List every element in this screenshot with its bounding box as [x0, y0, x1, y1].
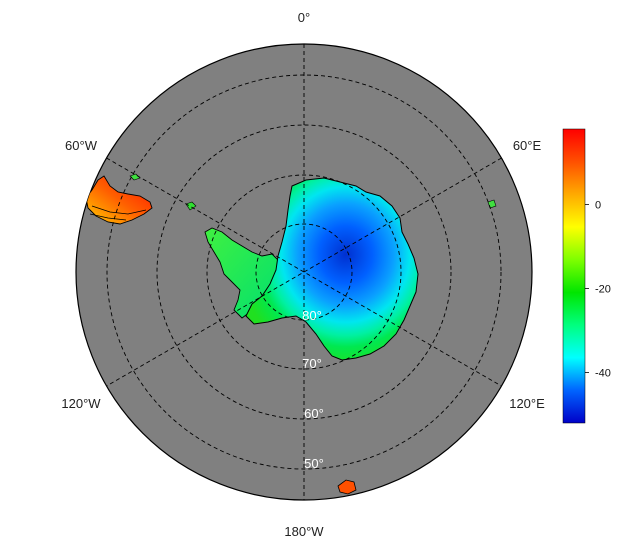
south-america-contours — [89, 205, 147, 221]
parallel-label-70: 70° — [302, 356, 322, 371]
colorbar-fill — [563, 129, 585, 423]
parallel-label-50: 50° — [304, 456, 324, 471]
meridian-label-180w: 180°W — [284, 524, 324, 539]
meridian-label-60e: 60°E — [513, 138, 542, 153]
parallel-label-80: 80° — [302, 308, 322, 323]
parallel-labels: 80° 70° 60° 50° — [302, 308, 324, 471]
colorbar: 0 -20 -40 — [562, 128, 611, 424]
meridian-label-0: 0° — [298, 10, 310, 25]
graticule — [106, 44, 502, 500]
meridian-label-120w: 120°W — [61, 396, 101, 411]
meridian-label-120e: 120°E — [509, 396, 545, 411]
colorbar-frame — [562, 128, 586, 424]
meridian-labels: 0° 60°E 120°E 180°W 120°W 60°W — [61, 10, 545, 539]
island-south-orkney — [185, 201, 197, 211]
island-tasmania — [337, 479, 357, 495]
meridian-label-60w: 60°W — [65, 138, 98, 153]
parallel-label-60: 60° — [304, 406, 324, 421]
colorbar-segments — [563, 129, 585, 423]
colorbar-ticks: 0 -20 -40 — [585, 200, 611, 380]
colorbar-tick-label: -20 — [595, 284, 611, 296]
colorbar-tick-label: -40 — [595, 368, 611, 380]
colorbar-tick-label: 0 — [595, 200, 601, 212]
antarctica-ice-sheet — [245, 177, 419, 361]
